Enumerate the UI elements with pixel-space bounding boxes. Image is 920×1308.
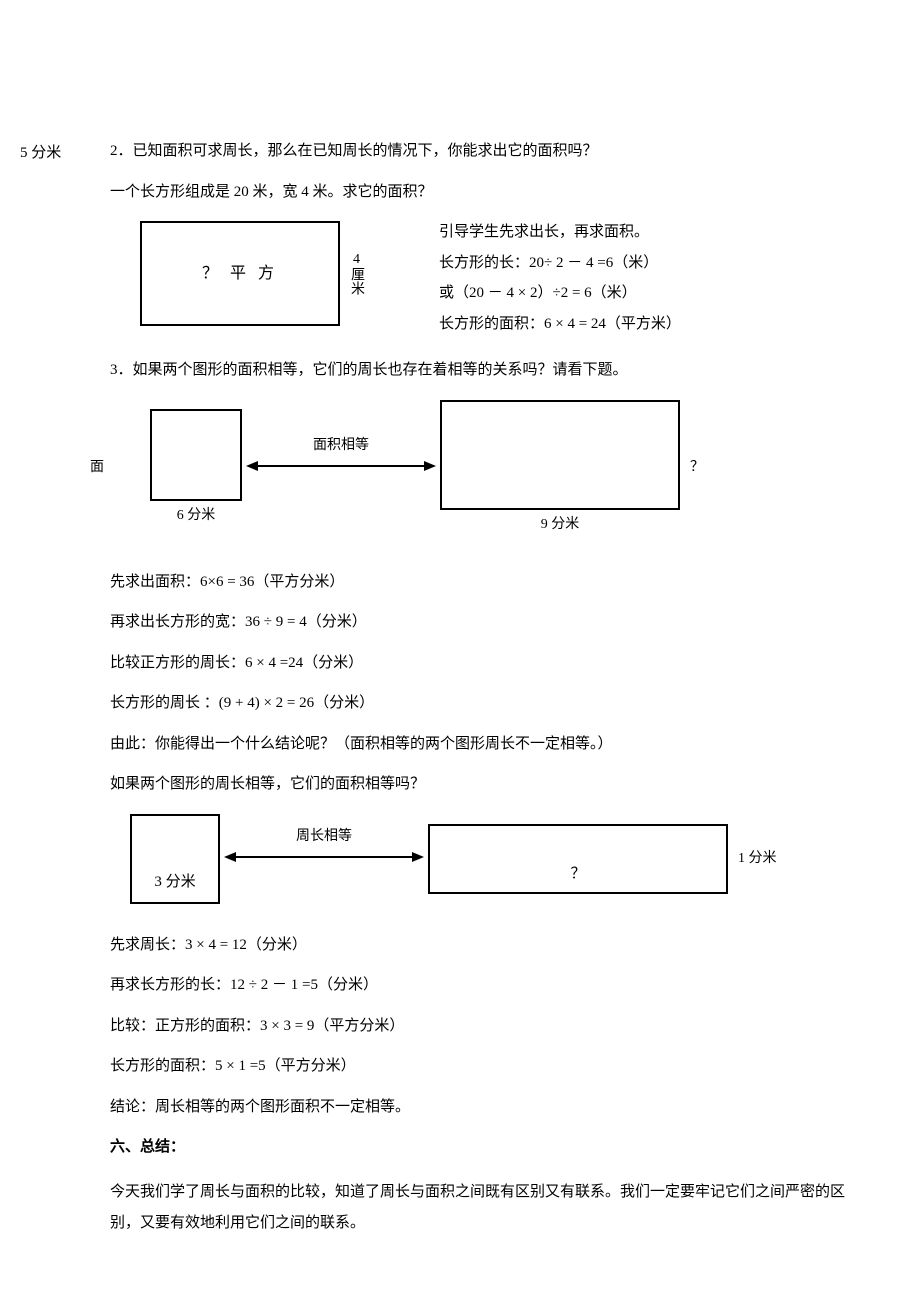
- q2-rectangle: ？ 平 方: [140, 221, 340, 326]
- q4-square-text: 3 分米: [154, 871, 195, 894]
- q3-arrow: 面积相等: [246, 461, 436, 474]
- summary-body: 今天我们学了周长与面积的比较，知道了周长与面积之间既有区别又有联系。我们一定要牢…: [110, 1177, 870, 1240]
- q4-square-col: 3 分米: [130, 814, 220, 904]
- q3-rectangle: [440, 400, 680, 510]
- summary-heading: 六、总结：: [110, 1136, 870, 1159]
- q4-sol-line: 先求周长：3 × 4 = 12（分米）: [110, 934, 870, 957]
- q2-given: 一个长方形组成是 20 米，宽 4 米。求它的面积？: [110, 181, 870, 204]
- q3-right-char: ？: [690, 457, 704, 478]
- q3-left-char: 面: [90, 457, 110, 478]
- q3-sol-line: 长方形的周长 ：(9 + 4) × 2 = 26（分米）: [110, 692, 870, 715]
- q3-square-col: 6 分米: [150, 409, 242, 526]
- q2-figure-row: ？ 平 方 4厘米 引导学生先求出长，再求面积。 长方形的长：20÷ 2 － 4…: [110, 221, 870, 343]
- q2-sol-line: 长方形的长：20÷ 2 － 4 =6（米）: [439, 252, 681, 275]
- q4-rectangle: ？: [428, 824, 728, 894]
- q3-sol-line: 由此：你能得出一个什么结论呢？（面积相等的两个图形周长不一定相等。）: [110, 733, 870, 756]
- q4-sol-line: 长方形的面积：5 × 1 =5（平方分米）: [110, 1055, 870, 1078]
- q3-sol-line: 先求出面积：6×6 = 36（平方分米）: [110, 571, 870, 594]
- q3-prompt: 3．如果两个图形的面积相等，它们的周长也存在着相等的关系吗？请看下题。: [110, 359, 870, 382]
- q2-height-label: 4厘米: [346, 252, 367, 295]
- q2-solution: 引导学生先求出长，再求面积。 长方形的长：20÷ 2 － 4 =6（米） 或（2…: [439, 221, 681, 343]
- q3-shapes-row: 面 6 分米 面积相等 9 分米 ？: [90, 400, 870, 535]
- q4-sol-line: 再求长方形的长：12 ÷ 2 － 1 =5（分米）: [110, 974, 870, 997]
- q4-rect-qmark: ？: [570, 863, 585, 886]
- q4-shapes-row: 3 分米 周长相等 ？ 1 分米: [130, 814, 870, 904]
- double-arrow-icon: [224, 849, 424, 865]
- q3-square: [150, 409, 242, 501]
- q3-rect-col: 9 分米: [440, 400, 680, 535]
- q3-sol-line: 再求出长方形的宽：36 ÷ 9 = 4（分米）: [110, 611, 870, 634]
- q2-rect-text: ？ 平 方: [202, 262, 278, 286]
- page: 5 分米 2．已知面积可求周长，那么在已知周长的情况下，你能求出它的面积吗？ 一…: [0, 0, 920, 1308]
- q3-square-dim: 6 分米: [177, 505, 216, 526]
- q3-sol-line: 比较正方形的周长：6 × 4 =24（分米）: [110, 652, 870, 675]
- q4-sol-line: 比较：正方形的面积：3 × 3 = 9（平方分米）: [110, 1015, 870, 1038]
- margin-note: 5 分米: [20, 142, 61, 165]
- q4-right-label: 1 分米: [738, 848, 777, 869]
- q3-rect-dim: 9 分米: [541, 514, 580, 535]
- double-arrow-icon: [246, 458, 436, 474]
- q2-sol-line: 长方形的面积：6 × 4 = 24（平方米）: [439, 313, 681, 336]
- q3-arrow-label: 面积相等: [313, 435, 369, 456]
- q4-square: 3 分米: [130, 814, 220, 904]
- q2-sol-line: 引导学生先求出长，再求面积。: [439, 221, 681, 244]
- q4-arrow: 周长相等: [224, 852, 424, 865]
- content-body: 2．已知面积可求周长，那么在已知周长的情况下，你能求出它的面积吗？ 一个长方形组…: [110, 140, 870, 1240]
- q2-prompt: 2．已知面积可求周长，那么在已知周长的情况下，你能求出它的面积吗？: [110, 140, 870, 163]
- q4-arrow-label: 周长相等: [296, 826, 352, 847]
- q2-sol-line: 或（20 － 4 × 2）÷2 = 6（米）: [439, 282, 681, 305]
- q4-rect-col: ？: [428, 824, 728, 894]
- q4-sol-line: 结论：周长相等的两个图形面积不一定相等。: [110, 1096, 870, 1119]
- q3-sol-line: 如果两个图形的周长相等，它们的面积相等吗？: [110, 773, 870, 796]
